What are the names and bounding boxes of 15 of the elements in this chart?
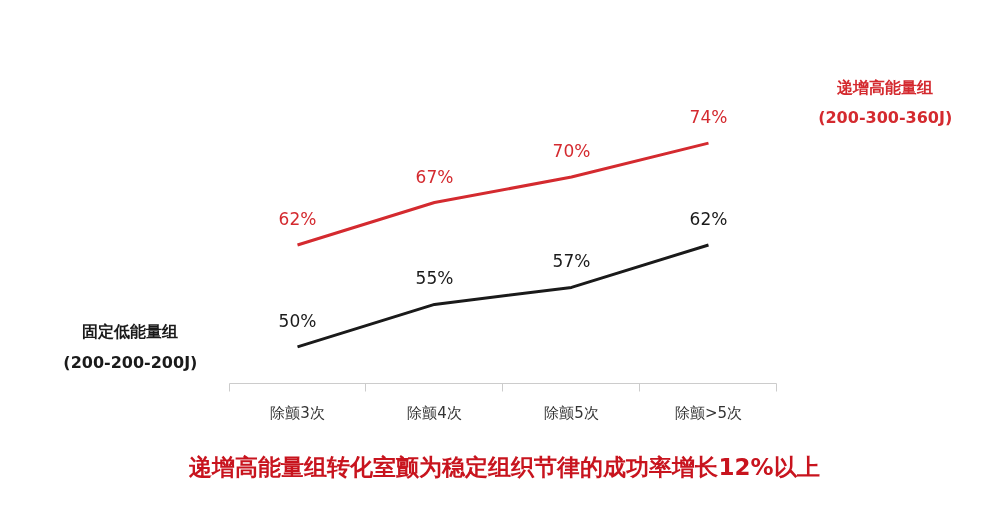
data-label: 55%	[415, 268, 454, 289]
x-tick-label: 除颤4次	[407, 403, 462, 422]
x-tick-label: 除颤3次	[270, 403, 325, 422]
x-tick-label: 除颤>5次	[674, 403, 743, 422]
data-label: 50%	[278, 310, 317, 331]
data-label: 57%	[552, 251, 591, 272]
x-tick-label: 除颤5次	[544, 403, 599, 422]
data-label: 67%	[415, 166, 454, 187]
data-label: 70%	[552, 141, 591, 162]
data-label: 62%	[278, 208, 317, 229]
text: 固定低能量组 (200-200-200J)	[63, 322, 198, 372]
text: 递增高能量组转化室颤为稳定组织节律的成功率增长12%以上	[188, 454, 820, 480]
data-label: 62%	[689, 208, 728, 229]
data-label: 74%	[689, 107, 728, 128]
text: 递增高能量组 (200-300-360J)	[818, 77, 953, 128]
